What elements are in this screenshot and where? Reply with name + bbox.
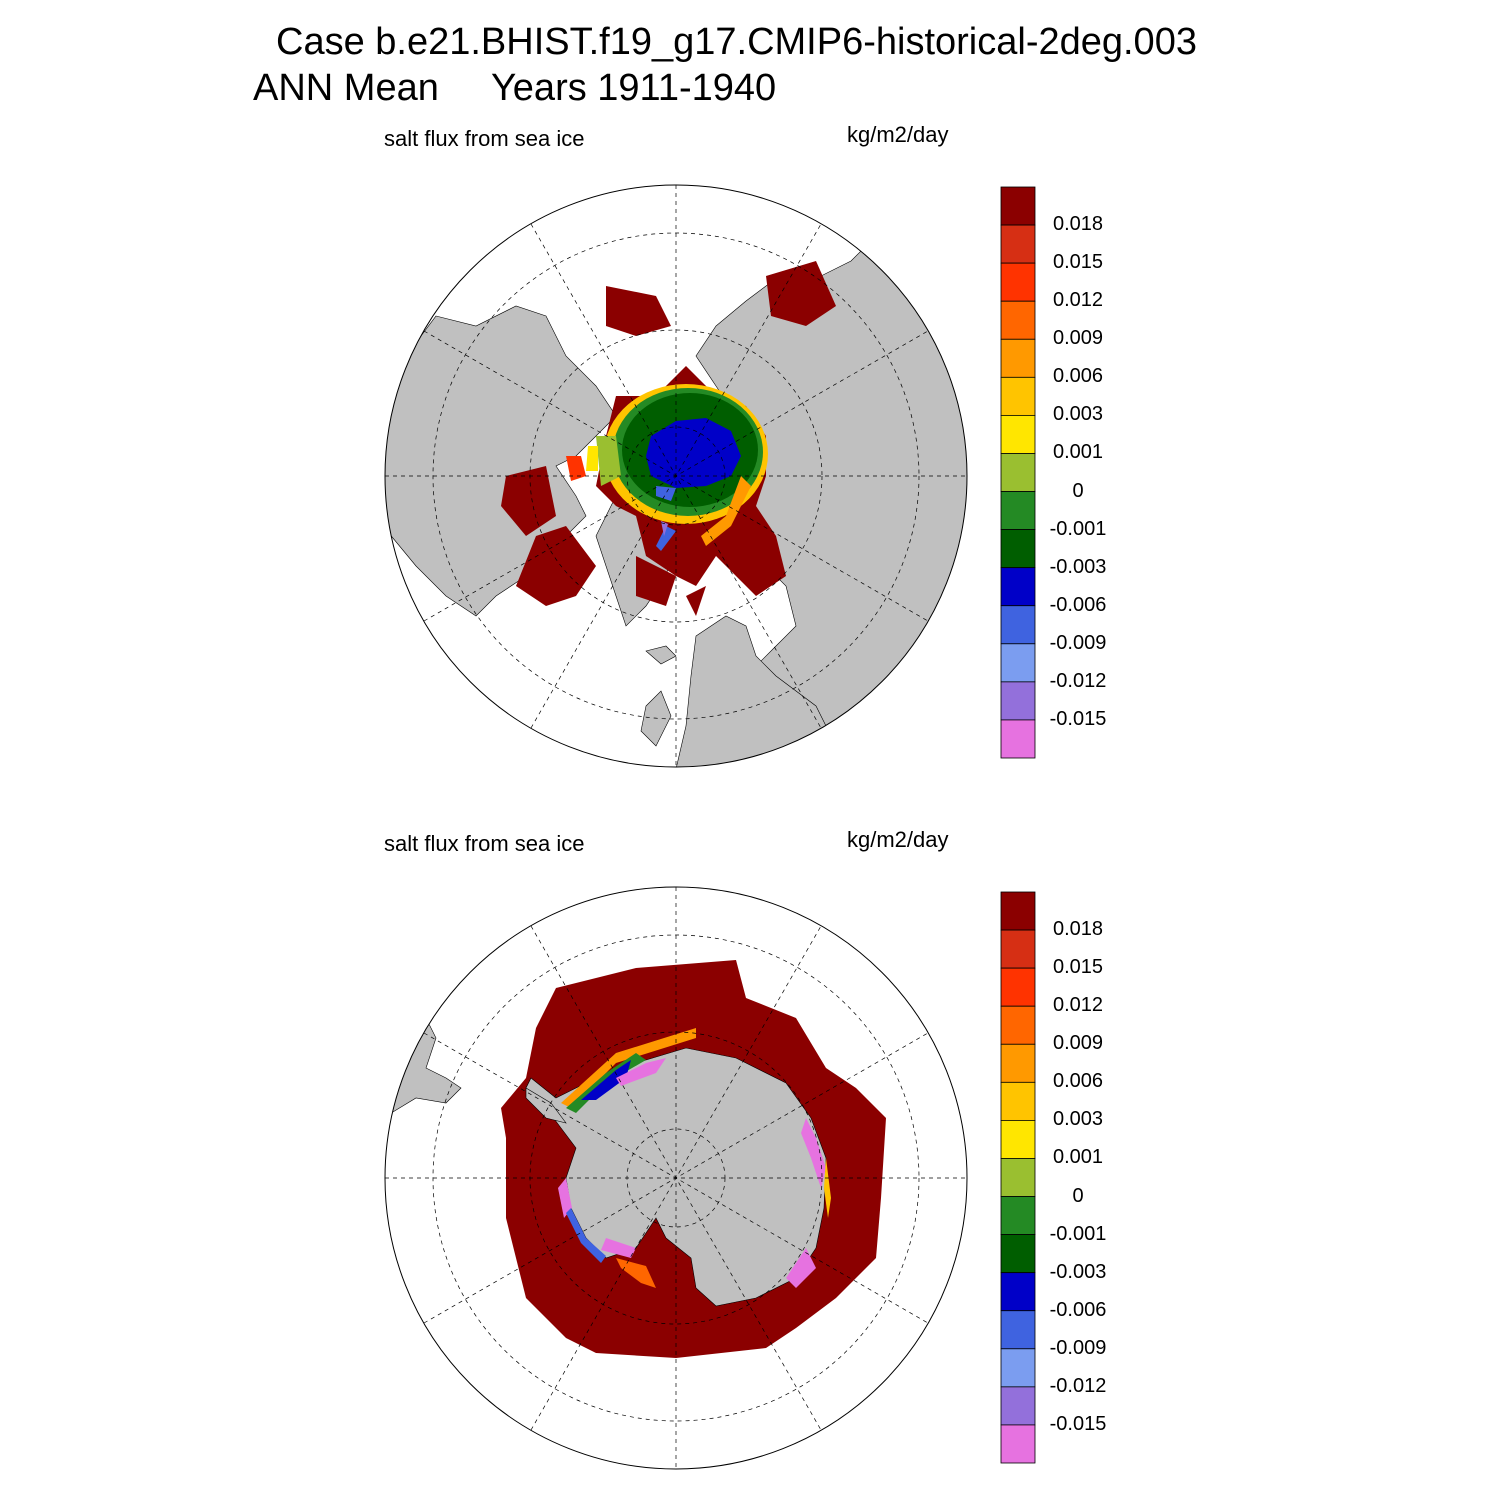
north-colorbar-swatch	[1000, 605, 1036, 645]
north-colorbar-tick-label: 0.003	[1052, 403, 1104, 426]
south-colorbar-tick-label: 0.009	[1052, 1032, 1104, 1055]
north-colorbar-swatch	[1000, 414, 1036, 454]
south-colorbar-swatch	[1000, 1119, 1036, 1159]
north-colorbar-swatch	[1000, 491, 1036, 530]
north-colorbar-tick-label: 0.006	[1052, 365, 1104, 388]
south-colorbar-tick-label: 0.015	[1052, 956, 1104, 979]
south-colorbar-tick-label: 0.018	[1052, 918, 1104, 941]
north-colorbar-swatch	[1000, 300, 1036, 340]
north-colorbar-tick-label: -0.009	[1049, 631, 1107, 654]
north-variable-label: salt flux from sea ice	[384, 126, 585, 151]
south-colorbar-swatch	[1000, 967, 1036, 1007]
north-colorbar-tick-label: 0.018	[1052, 213, 1104, 236]
south-colorbar-swatch	[1000, 1424, 1036, 1464]
south-colorbar-swatch	[1000, 1196, 1036, 1235]
south-colorbar-tick-label: 0.012	[1052, 994, 1104, 1017]
north-colorbar-tick-label: -0.012	[1049, 669, 1107, 692]
north-colorbar-swatch	[1000, 681, 1036, 721]
south-colorbar-tick-label: -0.009	[1049, 1336, 1107, 1359]
north-colorbar-swatch	[1000, 567, 1036, 607]
south-colorbar-swatch	[1000, 891, 1036, 931]
south-colorbar-tick-label: 0	[1072, 1184, 1084, 1207]
north-graticule	[385, 185, 967, 767]
south-colorbar-swatch	[1000, 929, 1036, 969]
north-colorbar-tick-label: 0.001	[1052, 441, 1104, 464]
south-colorbar-swatch	[1000, 1272, 1036, 1312]
north-colorbar-tick-label: 0.012	[1052, 289, 1104, 312]
north-colorbar-tick-label: -0.001	[1049, 517, 1107, 540]
case-title: Case b.e21.BHIST.f19_g17.CMIP6-historica…	[276, 21, 1197, 63]
south-colorbar-tick-label: -0.015	[1049, 1412, 1107, 1435]
north-units-label: kg/m2/day	[847, 122, 949, 147]
north-colorbar-tick-label: 0	[1072, 479, 1084, 502]
south-colorbar-swatch	[1000, 1386, 1036, 1426]
south-colorbar-tick-label: 0.006	[1052, 1070, 1104, 1093]
north-colorbar-tick-label: -0.003	[1049, 555, 1107, 578]
south-polar-map	[384, 886, 968, 1470]
north-central-arctic-negative	[646, 418, 741, 488]
south-colorbar-tick-label: -0.001	[1049, 1222, 1107, 1245]
north-colorbar-tick-label: -0.015	[1049, 707, 1107, 730]
north-colorbar-swatch	[1000, 224, 1036, 264]
north-colorbar-tick-label: -0.006	[1049, 593, 1107, 616]
south-colorbar-swatch	[1000, 1234, 1036, 1274]
south-units-label: kg/m2/day	[847, 827, 949, 852]
south-graticule	[385, 887, 967, 1469]
south-colorbar-tick-label: -0.003	[1049, 1260, 1107, 1283]
south-colorbar-tick-label: -0.006	[1049, 1298, 1107, 1321]
south-colorbar-swatch	[1000, 1348, 1036, 1388]
south-colorbar-swatch	[1000, 1081, 1036, 1121]
south-colorbar-tick-label: 0.001	[1052, 1146, 1104, 1169]
north-colorbar-swatch	[1000, 338, 1036, 378]
south-variable-label: salt flux from sea ice	[384, 831, 585, 856]
south-colorbar	[1000, 891, 1036, 1464]
north-colorbar-tick-label: 0.009	[1052, 327, 1104, 350]
south-colorbar-swatch	[1000, 1158, 1036, 1197]
north-colorbar-swatch	[1000, 262, 1036, 302]
south-colorbar-tick-label: -0.012	[1049, 1374, 1107, 1397]
north-polar-map	[384, 184, 968, 768]
south-colorbar-tick-label: 0.003	[1052, 1108, 1104, 1131]
north-colorbar-tick-label: 0.015	[1052, 251, 1104, 274]
north-colorbar-swatch	[1000, 719, 1036, 759]
north-colorbar-swatch	[1000, 529, 1036, 569]
south-colorbar-swatch	[1000, 1043, 1036, 1083]
north-colorbar	[1000, 186, 1036, 759]
north-colorbar-swatch	[1000, 186, 1036, 226]
north-colorbar-swatch	[1000, 453, 1036, 492]
south-colorbar-swatch	[1000, 1310, 1036, 1350]
north-colorbar-swatch	[1000, 643, 1036, 683]
south-colorbar-swatch	[1000, 1005, 1036, 1045]
north-colorbar-swatch	[1000, 376, 1036, 416]
period-title: ANN Mean Years 1911-1940	[253, 67, 777, 109]
